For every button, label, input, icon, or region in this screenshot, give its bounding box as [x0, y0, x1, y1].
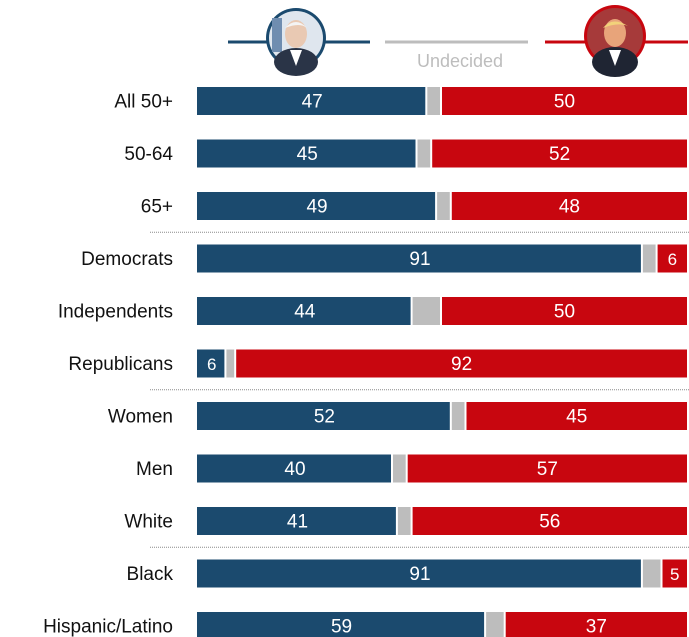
value-label-right-65-: 48 [559, 197, 580, 218]
category-label-all-50-: All 50+ [114, 92, 173, 113]
bar-right-white [412, 507, 687, 535]
category-label-men: Men [136, 459, 173, 480]
bar-undecided-women [451, 402, 465, 430]
category-label-white: White [124, 512, 173, 533]
value-label-left-hispanic-latino: 59 [331, 617, 352, 637]
value-label-right-black: 5 [670, 565, 679, 584]
bar-undecided-white [397, 507, 411, 535]
value-label-left-black: 91 [409, 564, 430, 585]
category-label-republicans: Republicans [68, 354, 173, 375]
category-label-democrats: Democrats [81, 249, 173, 270]
bar-left-republicans [197, 349, 225, 378]
value-label-left-men: 40 [284, 459, 305, 480]
bar-right-all-50- [442, 87, 687, 115]
value-label-left-65-: 49 [306, 197, 327, 218]
bar-undecided-democrats [642, 244, 656, 273]
bar-left-50-64 [197, 139, 416, 168]
value-label-right-democrats: 6 [668, 250, 677, 269]
bar-undecided-black [642, 559, 661, 588]
bar-right-black [662, 559, 687, 588]
value-label-left-democrats: 91 [409, 249, 430, 270]
bar-undecided-republicans [226, 349, 235, 378]
bar-left-independents [197, 297, 411, 325]
bar-right-republicans [236, 349, 687, 378]
category-label-65-: 65+ [141, 197, 173, 218]
bar-left-women [197, 402, 450, 430]
bar-undecided-50-64 [417, 139, 431, 168]
bar-right-50-64 [432, 139, 687, 168]
value-label-right-independents: 50 [554, 302, 575, 323]
bar-left-democrats [197, 244, 641, 273]
bar-right-men [407, 454, 687, 483]
value-label-left-all-50-: 47 [302, 92, 323, 113]
bar-undecided-65- [437, 192, 450, 220]
bar-left-65- [197, 192, 436, 220]
legend: Undecided [228, 5, 688, 77]
category-label-hispanic-latino: Hispanic/Latino [43, 617, 173, 637]
value-label-right-all-50-: 50 [554, 92, 575, 113]
legend-undecided-label: Undecided [417, 51, 503, 71]
category-label-black: Black [127, 564, 174, 585]
bar-undecided-independents [412, 297, 440, 325]
bar-right-independents [442, 297, 687, 325]
bar-left-men [197, 454, 391, 483]
portrait-right-candidate-icon [584, 5, 646, 77]
category-label-women: Women [108, 407, 173, 428]
value-label-left-republicans: 6 [207, 355, 216, 374]
value-label-left-independents: 44 [294, 302, 316, 323]
category-label-50-64: 50-64 [124, 144, 173, 165]
bar-undecided-all-50- [427, 87, 440, 115]
bar-right-hispanic-latino [505, 612, 687, 637]
bar-undecided-hispanic-latino [486, 612, 504, 637]
value-label-right-white: 56 [539, 512, 560, 533]
value-label-left-women: 52 [314, 407, 335, 428]
bar-right-women [466, 402, 687, 430]
bar-left-all-50- [197, 87, 426, 115]
bar-left-hispanic-latino [197, 612, 485, 637]
value-label-right-republicans: 92 [451, 354, 472, 375]
value-label-right-women: 45 [566, 407, 587, 428]
bar-right-democrats [657, 244, 687, 273]
value-label-right-hispanic-latino: 37 [586, 617, 607, 637]
bar-left-black [197, 559, 641, 588]
bar-undecided-men [393, 454, 406, 483]
bar-left-white [197, 507, 396, 535]
value-label-left-white: 41 [287, 512, 308, 533]
value-label-right-50-64: 52 [549, 144, 570, 165]
bar-right-65- [451, 192, 687, 220]
value-label-left-50-64: 45 [297, 144, 318, 165]
portrait-left-candidate-icon [266, 8, 326, 76]
category-label-independents: Independents [58, 302, 173, 323]
value-label-right-men: 57 [537, 459, 558, 480]
